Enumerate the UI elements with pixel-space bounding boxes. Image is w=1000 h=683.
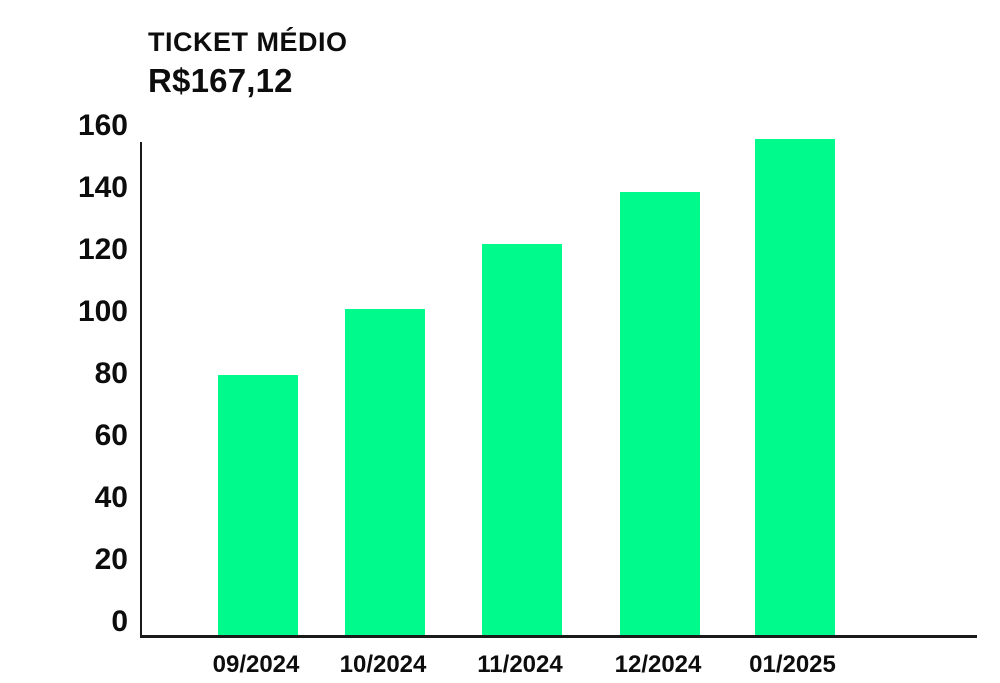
plot-area (140, 139, 977, 638)
y-tick-label: 120 (77, 233, 128, 266)
x-tick-label: 09/2024 (212, 651, 300, 678)
bar-09/2024[interactable] (218, 375, 298, 635)
chart-title: TICKET MÉDIO (148, 27, 348, 57)
y-tick-label: 0 (111, 605, 128, 638)
bar-12/2024[interactable] (620, 192, 700, 635)
chart-value: R$167,12 (148, 61, 293, 99)
bar-10/2024[interactable] (345, 309, 425, 635)
y-tick-label: 160 (77, 109, 128, 142)
bar-11/2024[interactable] (482, 244, 562, 635)
x-tick-label: 11/2024 (477, 651, 563, 678)
chart-header: TICKET MÉDIO R$167,12 (148, 27, 348, 100)
y-tick-label: 100 (77, 295, 128, 328)
y-tick-label: 60 (94, 419, 128, 452)
bar-01/2025[interactable] (754, 139, 835, 635)
y-tick-label: 20 (94, 543, 128, 576)
x-tick-label: 10/2024 (339, 651, 427, 678)
y-tick-label: 40 (94, 481, 128, 514)
y-tick-label: 140 (77, 171, 128, 204)
y-axis-labels: 0 20 40 60 80 100 120 140 160 (0, 111, 128, 638)
x-tick-label: 12/2024 (614, 651, 702, 678)
x-axis-labels: 09/2024 10/2024 11/2024 12/2024 01/2025 (140, 641, 977, 683)
x-tick-label: 01/2025 (749, 651, 836, 678)
y-tick-label: 80 (94, 357, 128, 390)
